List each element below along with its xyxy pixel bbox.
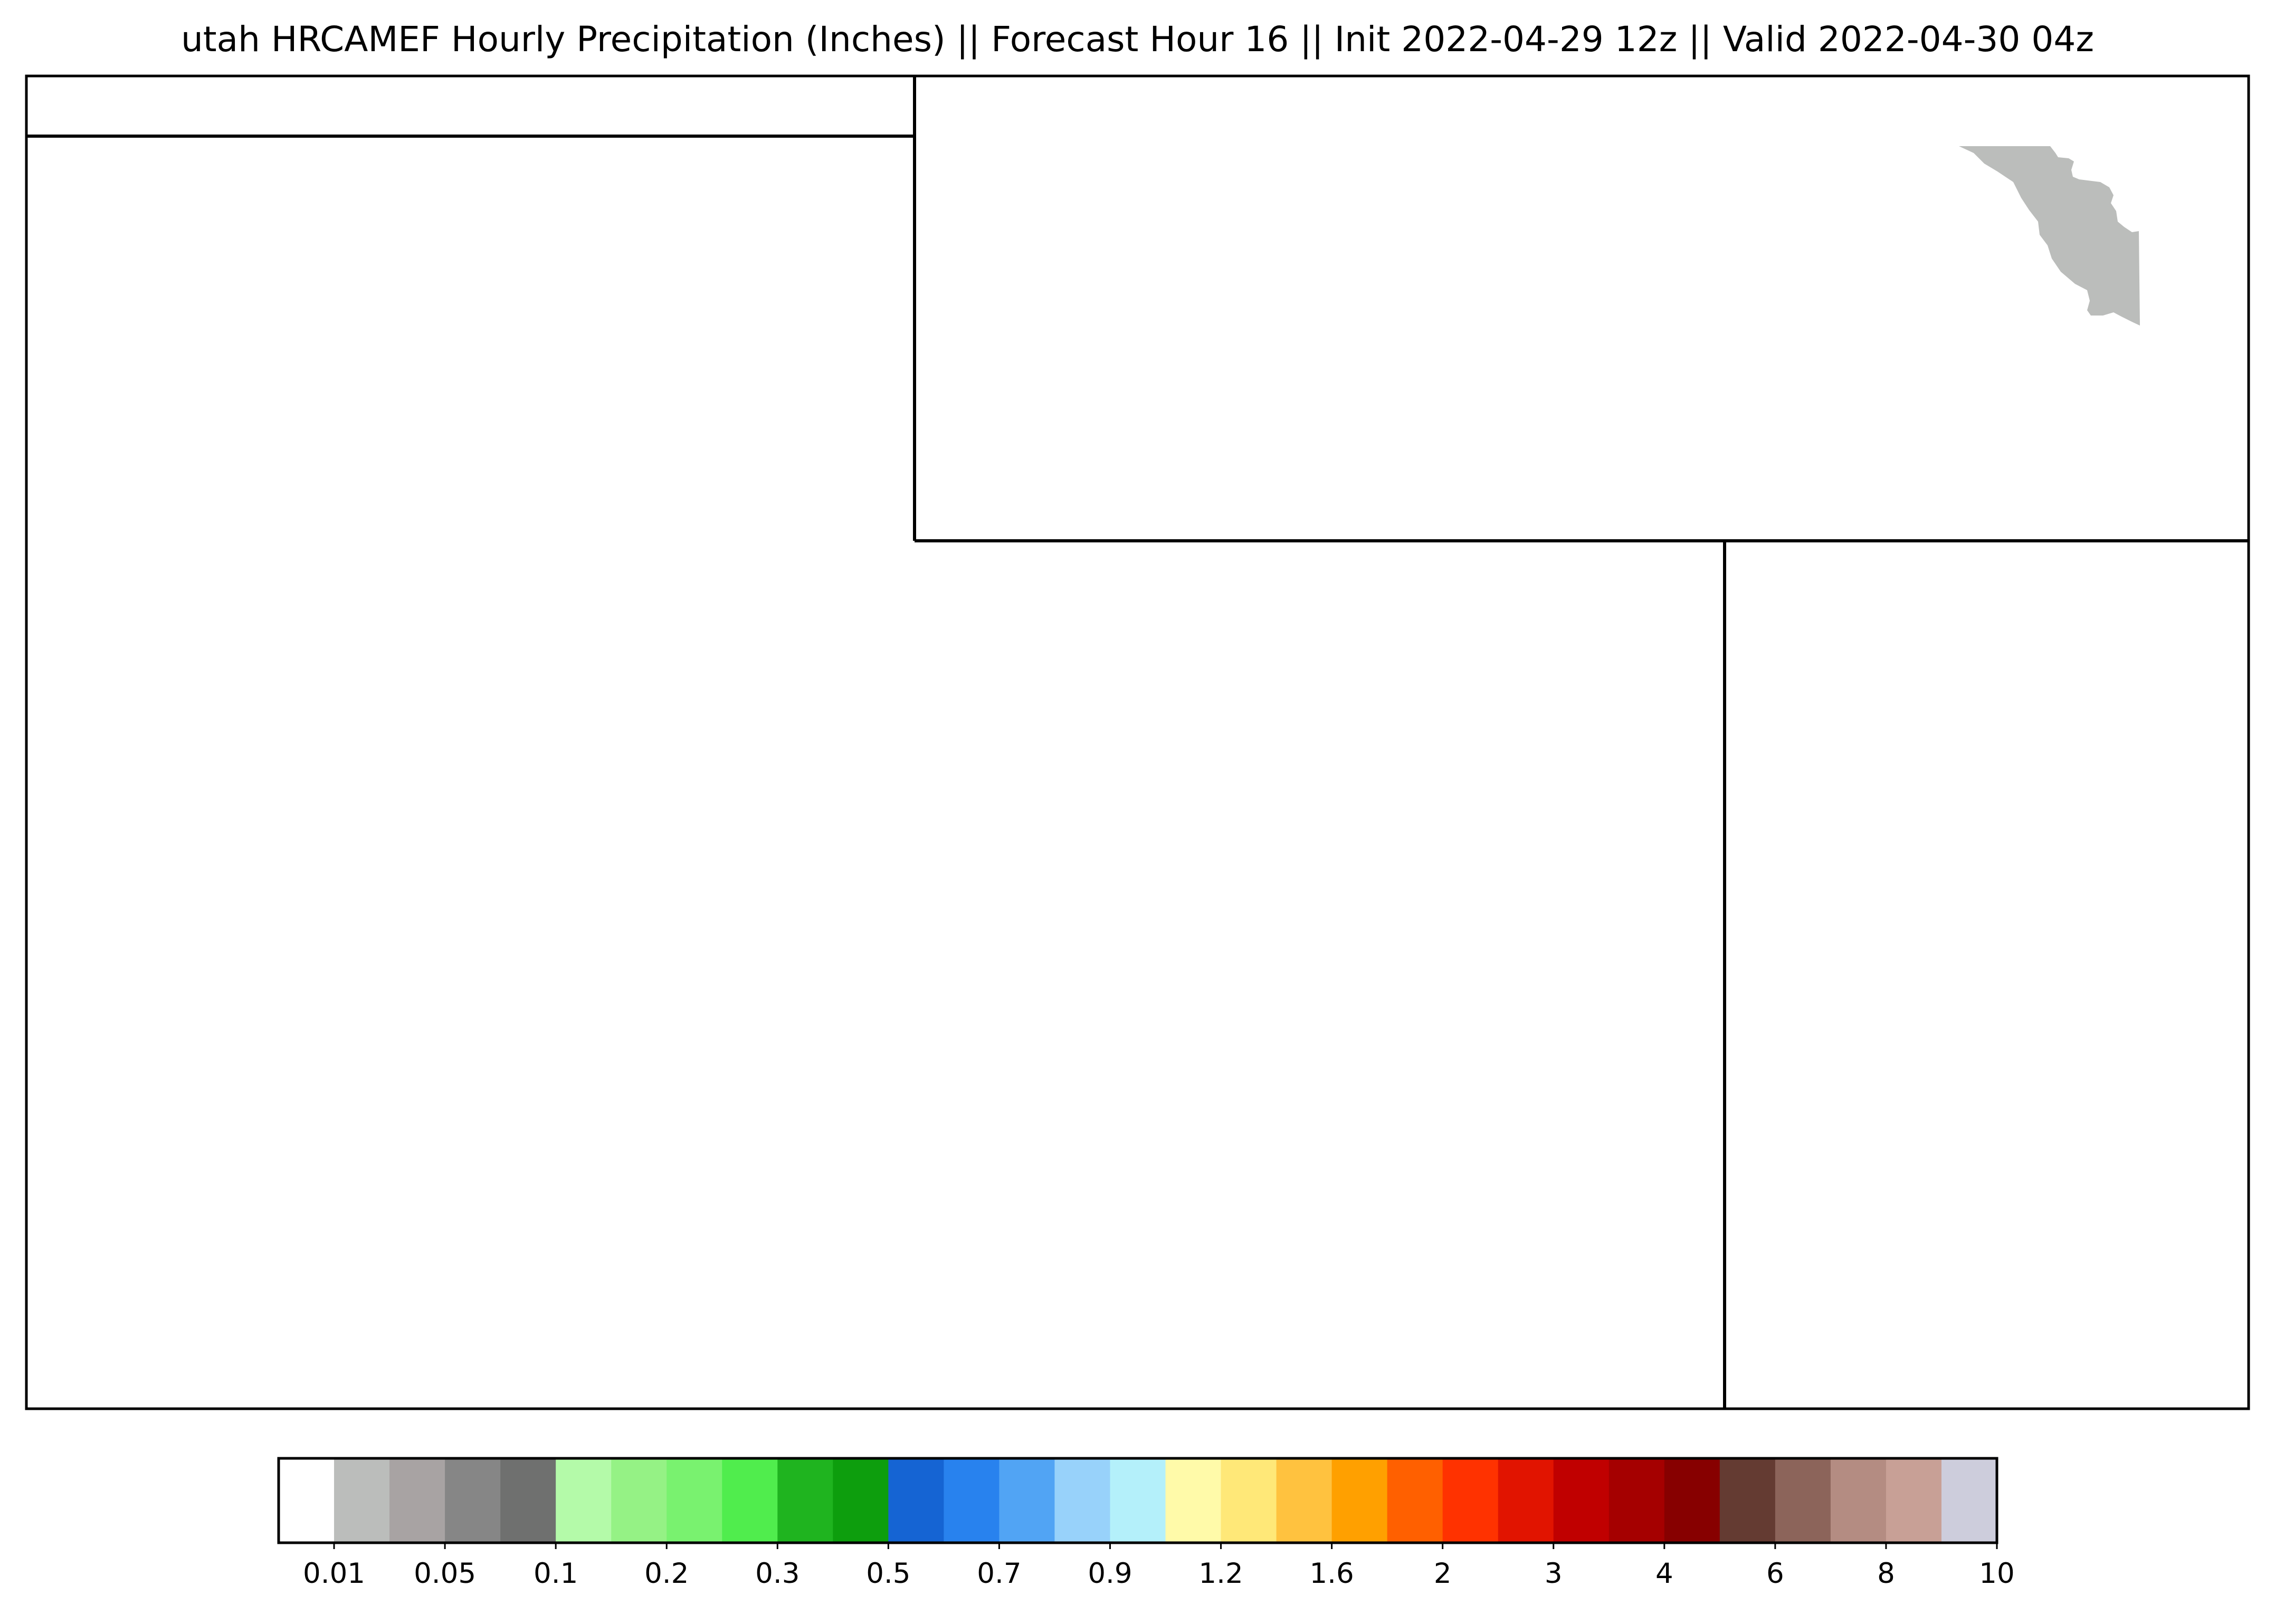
colorbar-tick-label: 0.9 bbox=[1088, 1558, 1132, 1590]
colorbar-tick-label: 1.6 bbox=[1309, 1558, 1354, 1590]
colorbar-cell bbox=[556, 1458, 612, 1543]
state-boundaries bbox=[26, 76, 2249, 1409]
colorbar-ticks: 0.01 0.05 0.1 0.2 0.3 0.5 0.7 0.9 1.2 1.6 2 3 4 6 8 10 bbox=[303, 1543, 2015, 1590]
colorbar-cell bbox=[1553, 1458, 1610, 1543]
colorbar-cell bbox=[389, 1458, 445, 1543]
colorbar-cell bbox=[445, 1458, 501, 1543]
colorbar-cell bbox=[888, 1458, 944, 1543]
colorbar-cell bbox=[1331, 1458, 1388, 1543]
colorbar-cell bbox=[944, 1458, 1000, 1543]
colorbar-cell bbox=[1387, 1458, 1443, 1543]
colorbar-cell bbox=[500, 1458, 556, 1543]
colorbar-outline bbox=[277, 1457, 1998, 1544]
colorbar-cell bbox=[1830, 1458, 1887, 1543]
colorbar-tick-label: 3 bbox=[1545, 1558, 1563, 1590]
colorbar-cell bbox=[334, 1458, 390, 1543]
colorbar-cell bbox=[999, 1458, 1055, 1543]
colorbar-tick-label: 10 bbox=[1979, 1558, 2014, 1590]
colorbar-cell bbox=[1498, 1458, 1554, 1543]
colorbar-cell bbox=[1886, 1458, 1942, 1543]
colorbar-tick-label: 0.05 bbox=[414, 1558, 476, 1590]
colorbar-cell bbox=[722, 1458, 778, 1543]
page-title: utah HRCAMEF Hourly Precipitation (Inche… bbox=[180, 19, 2095, 60]
colorbar-tick-label: 8 bbox=[1877, 1558, 1895, 1590]
colorbar-cell bbox=[1719, 1458, 1776, 1543]
colorbar-tick-label: 1.2 bbox=[1198, 1558, 1243, 1590]
colorbar-cell bbox=[1775, 1458, 1831, 1543]
colorbar-tick-label: 0.5 bbox=[866, 1558, 910, 1590]
colorbar-cell bbox=[1608, 1458, 1665, 1543]
colorbar-cell bbox=[833, 1458, 889, 1543]
colorbar-cell bbox=[1110, 1458, 1166, 1543]
colorbar-cell bbox=[1276, 1458, 1332, 1543]
colorbar-cells bbox=[279, 1458, 1997, 1543]
colorbar-cell bbox=[667, 1458, 722, 1543]
colorbar-tick-label: 6 bbox=[1766, 1558, 1784, 1590]
colorbar-tick-label: 0.7 bbox=[977, 1558, 1021, 1590]
colorbar-cell bbox=[1442, 1458, 1499, 1543]
colorbar-tick-label: 0.2 bbox=[644, 1558, 689, 1590]
colorbar-cell bbox=[1664, 1458, 1720, 1543]
colorbar-cell bbox=[1165, 1458, 1222, 1543]
map-panel bbox=[25, 74, 2250, 1410]
colorbar-tick-label: 4 bbox=[1655, 1558, 1673, 1590]
colorbar-cell bbox=[279, 1458, 335, 1543]
colorbar-cell bbox=[1054, 1458, 1111, 1543]
colorbar-tick-label: 0.3 bbox=[755, 1558, 799, 1590]
colorbar-cell bbox=[611, 1458, 667, 1543]
colorbar-tick-label: 0.1 bbox=[534, 1558, 578, 1590]
colorbar-cell bbox=[777, 1458, 833, 1543]
colorbar-cell bbox=[1221, 1458, 1277, 1543]
colorbar-tick-label: 0.01 bbox=[303, 1558, 365, 1590]
colorbar-tick-label: 2 bbox=[1434, 1558, 1452, 1590]
colorbar-cell bbox=[1941, 1458, 1997, 1543]
precip-area-shape bbox=[1959, 146, 2140, 326]
map-frame bbox=[25, 74, 2250, 1410]
